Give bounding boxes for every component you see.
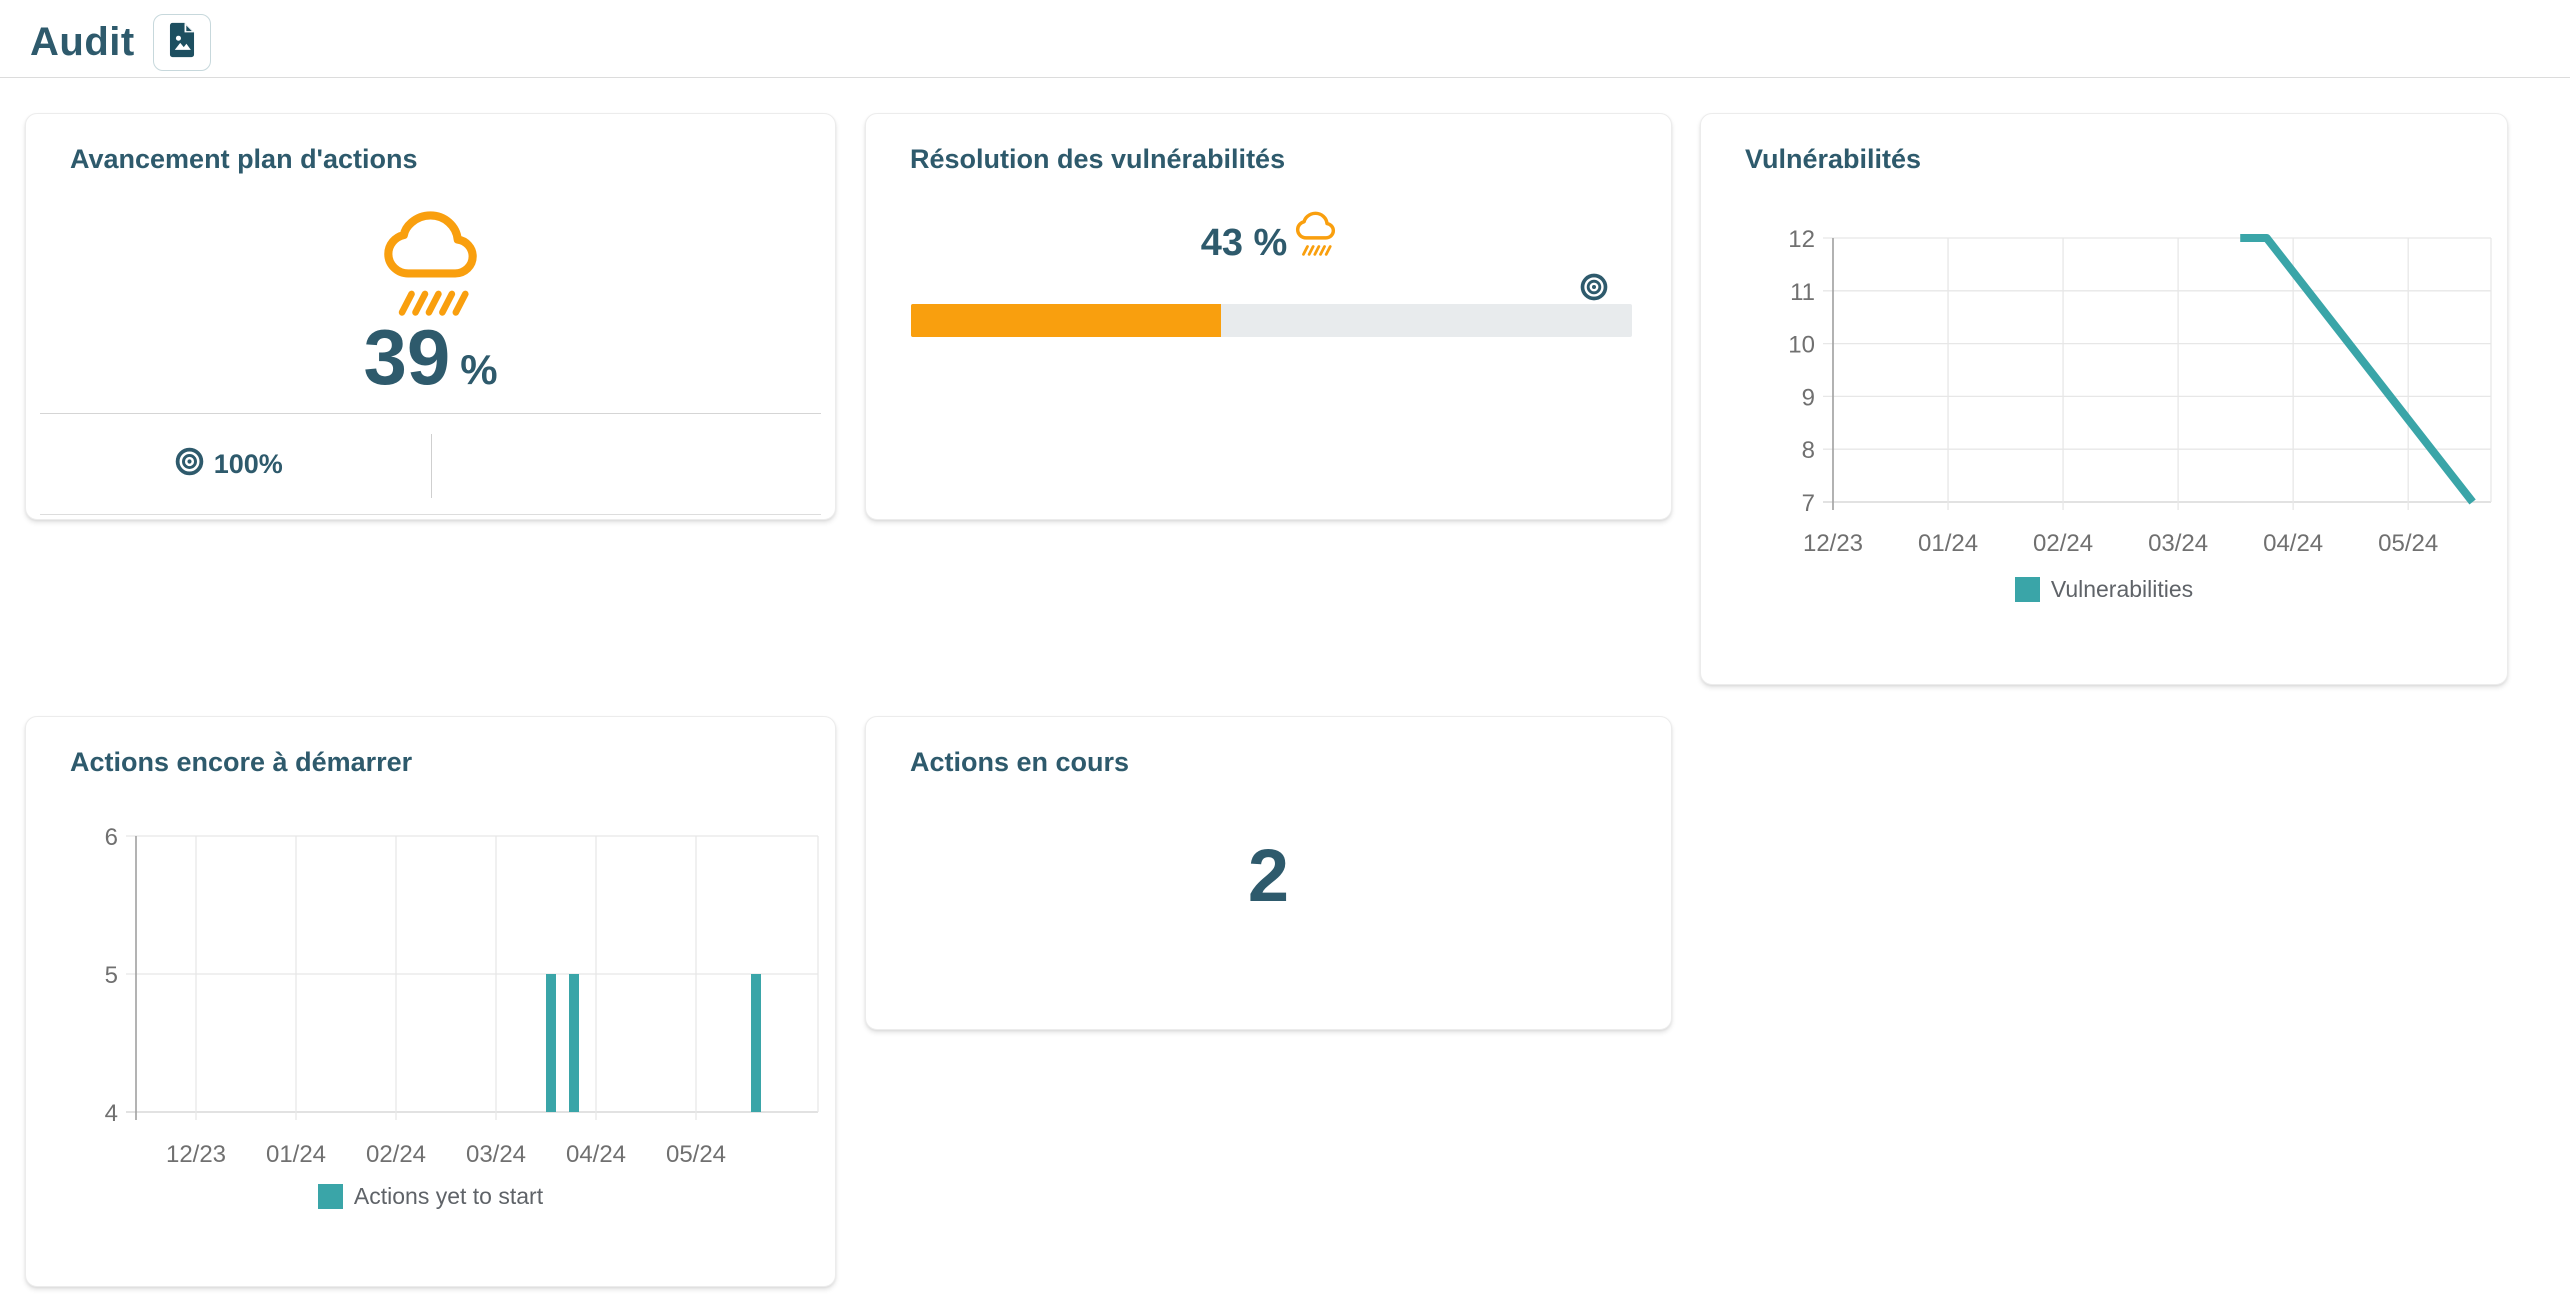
- svg-text:12: 12: [1788, 226, 1815, 253]
- card-vulnerabilites-chart: Vulnérabilités 12 11 10 9 8 7 12/23 01/24 02/24 0…: [1700, 113, 2508, 685]
- svg-text:6: 6: [105, 824, 118, 851]
- progress-bar-track: [911, 304, 1632, 337]
- svg-text:7: 7: [1802, 490, 1815, 517]
- target-row: 100%: [26, 414, 835, 514]
- svg-text:04/24: 04/24: [566, 1141, 626, 1168]
- card-title: Résolution des vulnérabilités: [910, 144, 1286, 174]
- svg-text:02/24: 02/24: [366, 1141, 426, 1168]
- svg-text:02/24: 02/24: [2033, 530, 2093, 557]
- legend-swatch: [2014, 577, 2040, 602]
- svg-text:12/23: 12/23: [1803, 530, 1863, 557]
- svg-text:4: 4: [105, 1100, 118, 1127]
- svg-text:5: 5: [105, 962, 118, 989]
- vertical-divider: [430, 434, 432, 498]
- card-avancement-plan-actions: Avancement plan d'actions 39%: [25, 113, 836, 520]
- card-divider: [40, 413, 821, 414]
- progress-kpi: 39%: [26, 312, 835, 403]
- rain-cloud-icon: [26, 208, 835, 323]
- legend-label: Actions yet to start: [353, 1183, 544, 1209]
- legend-swatch: [317, 1184, 343, 1209]
- svg-text:04/24: 04/24: [2263, 530, 2323, 557]
- export-report-button[interactable]: [152, 13, 211, 71]
- card-actions-en-cours: Actions en cours 2: [865, 716, 1672, 1030]
- kpi-value: 39: [363, 313, 451, 401]
- kpi-value: 43 %: [1200, 222, 1288, 264]
- target-cell-empty: [431, 414, 836, 514]
- svg-text:03/24: 03/24: [2148, 530, 2208, 557]
- card-title: Vulnérabilités: [1745, 144, 1922, 174]
- svg-text:01/24: 01/24: [266, 1141, 326, 1168]
- svg-text:11: 11: [1790, 279, 1815, 306]
- vulnerabilities-line-chart: 12 11 10 9 8 7 12/23 01/24 02/24 03/24 04/24 05/24: [1701, 114, 2507, 569]
- svg-text:9: 9: [1802, 384, 1815, 411]
- card-title: Avancement plan d'actions: [70, 144, 418, 174]
- chart-legend[interactable]: Vulnerabilities: [1701, 576, 2507, 603]
- card-resolution-vulnerabilites: Résolution des vulnérabilités 43 %: [865, 113, 1672, 520]
- svg-text:03/24: 03/24: [466, 1141, 526, 1168]
- bullseye-icon: [1579, 272, 1609, 307]
- legend-label: Vulnerabilities: [2050, 576, 2194, 602]
- rain-cloud-icon: [1295, 210, 1336, 264]
- chart-legend[interactable]: Actions yet to start: [26, 1183, 835, 1210]
- actions-yet-to-start-bar-chart: 6 5 4 12/23 01/24 02/24 03/24 04/24 05/24: [26, 717, 835, 1174]
- header-divider: [0, 77, 2570, 78]
- target-cell: 100%: [26, 414, 431, 514]
- card-actions-a-demarrer-chart: Actions encore à démarrer 6 5 4 12/23 01/24 0…: [25, 716, 836, 1287]
- page-header: Audit: [30, 10, 211, 74]
- progress-bar-fill: [911, 304, 1222, 337]
- file-image-icon: [166, 21, 198, 64]
- bullseye-icon: [174, 446, 205, 482]
- card-title: Actions en cours: [910, 747, 1130, 777]
- target-value: 100%: [213, 448, 283, 479]
- card-divider: [40, 514, 821, 515]
- page-title: Audit: [30, 19, 135, 64]
- svg-text:01/24: 01/24: [1918, 530, 1978, 557]
- actions-en-cours-count: 2: [1247, 834, 1290, 917]
- kpi-unit: %: [460, 346, 498, 393]
- resolution-kpi: 43 %: [866, 210, 1671, 265]
- svg-text:05/24: 05/24: [666, 1141, 726, 1168]
- svg-text:8: 8: [1802, 437, 1815, 464]
- svg-text:10: 10: [1788, 332, 1815, 359]
- svg-text:05/24: 05/24: [2378, 530, 2438, 557]
- svg-text:12/23: 12/23: [166, 1141, 226, 1168]
- card-title: Actions encore à démarrer: [70, 747, 413, 777]
